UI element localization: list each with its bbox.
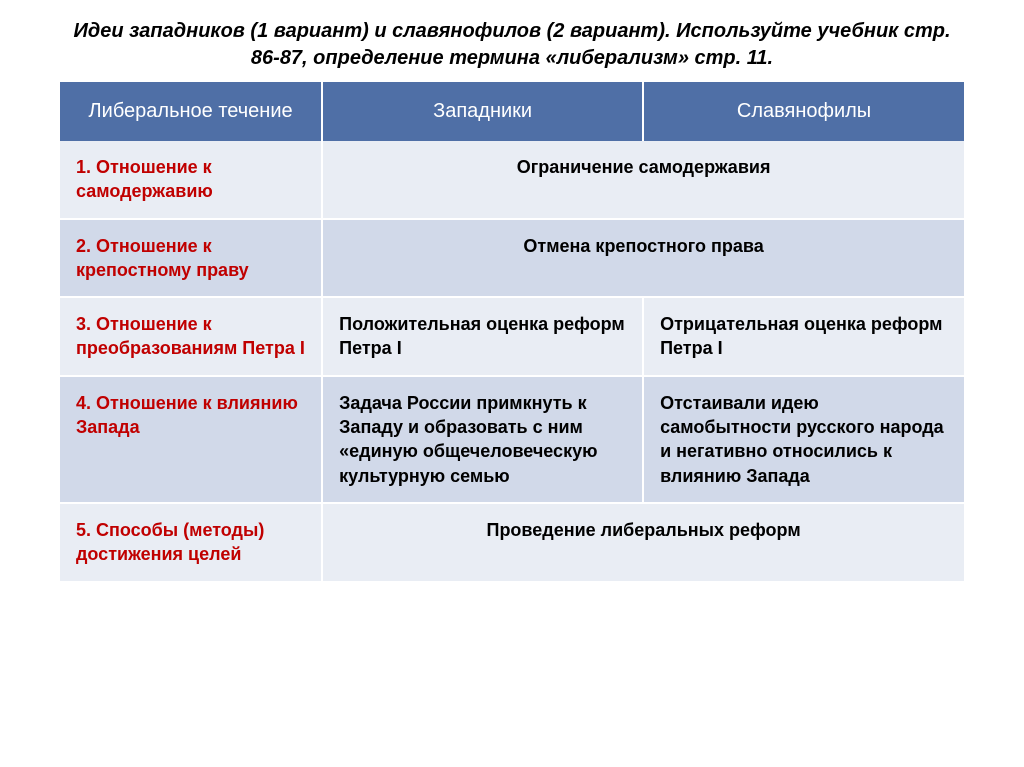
comparison-table: Либеральное течение Западники Славянофил… bbox=[60, 82, 964, 583]
row-label: 3. Отношение к преобразованиям Петра I bbox=[60, 297, 322, 376]
row-cell-col3: Отрицательная оценка реформ Петра I bbox=[643, 297, 964, 376]
row-cell-col2: Задача России примкнуть к Западу и образ… bbox=[322, 376, 643, 503]
row-label: 2. Отношение к крепостному праву bbox=[60, 219, 322, 298]
table-row: 5. Способы (методы) достижения целей Про… bbox=[60, 503, 964, 582]
header-col3: Славянофилы bbox=[643, 82, 964, 141]
header-col1: Либеральное течение bbox=[60, 82, 322, 141]
table-row: 2. Отношение к крепостному праву Отмена … bbox=[60, 219, 964, 298]
row-cell-col2: Положительная оценка реформ Петра I bbox=[322, 297, 643, 376]
table-row: 4. Отношение к влиянию Запада Задача Рос… bbox=[60, 376, 964, 503]
table-header-row: Либеральное течение Западники Славянофил… bbox=[60, 82, 964, 141]
row-label: 4. Отношение к влиянию Запада bbox=[60, 376, 322, 503]
row-cell-col3: Отстаивали идею самобытности русского на… bbox=[643, 376, 964, 503]
row-merged-cell: Ограничение самодержавия bbox=[322, 141, 964, 219]
row-label: 1. Отношение к самодержавию bbox=[60, 141, 322, 219]
row-label: 5. Способы (методы) достижения целей bbox=[60, 503, 322, 582]
header-col2: Западники bbox=[322, 82, 643, 141]
table-row: 1. Отношение к самодержавию Ограничение … bbox=[60, 141, 964, 219]
table-row: 3. Отношение к преобразованиям Петра I П… bbox=[60, 297, 964, 376]
page-title: Идеи западников (1 вариант) и славянофил… bbox=[60, 18, 964, 72]
row-merged-cell: Проведение либеральных реформ bbox=[322, 503, 964, 582]
row-merged-cell: Отмена крепостного права bbox=[322, 219, 964, 298]
